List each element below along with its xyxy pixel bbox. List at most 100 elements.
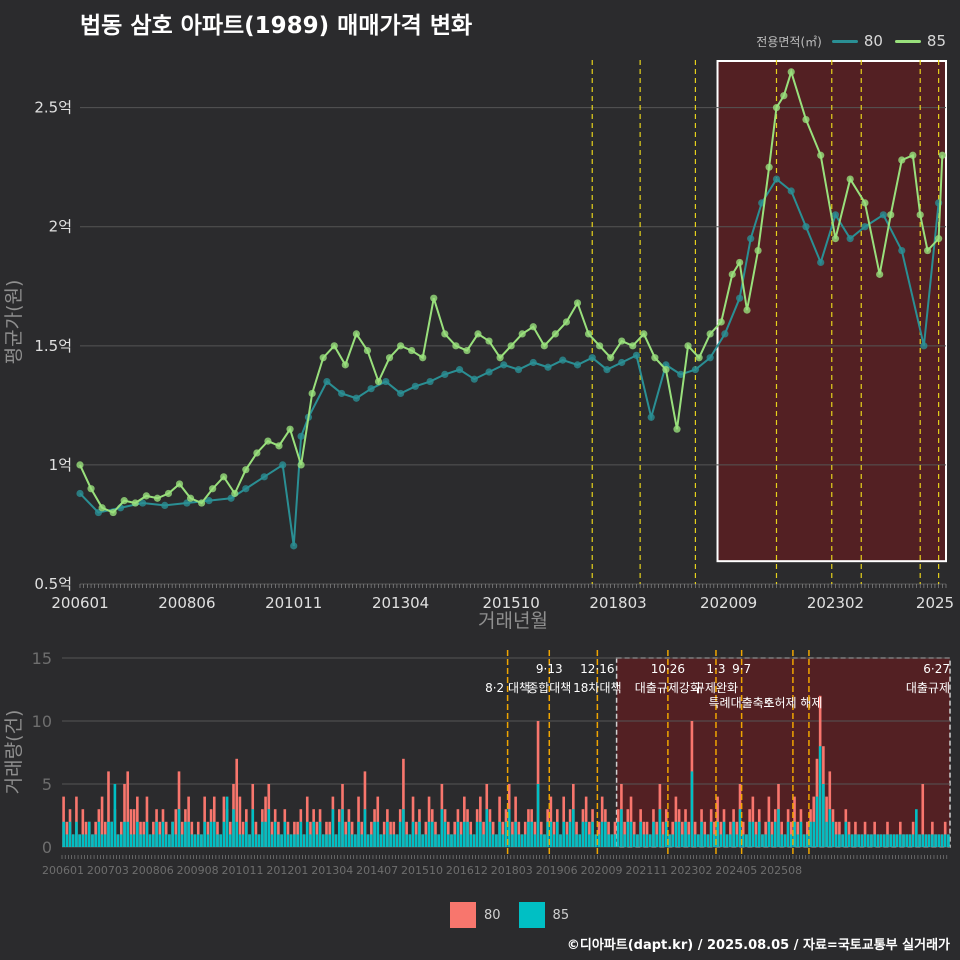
bar-85 — [735, 834, 739, 847]
bar-85 — [321, 834, 325, 847]
data-point-85 — [831, 235, 840, 243]
bar-80 — [132, 809, 136, 847]
data-point-80 — [898, 246, 906, 255]
bar-85 — [818, 746, 822, 847]
data-point-85 — [736, 258, 744, 267]
data-point-80 — [397, 389, 405, 398]
bar-85 — [408, 834, 412, 847]
data-point-85 — [419, 354, 427, 362]
data-point-80 — [846, 235, 854, 243]
bar-85 — [889, 834, 892, 847]
bar-85 — [828, 809, 832, 847]
bar-85 — [648, 834, 652, 847]
bar-85 — [697, 834, 700, 847]
data-point-85 — [802, 115, 810, 124]
legend-item-80: 80 — [863, 32, 883, 50]
bar-x-tick-label: 201407 — [356, 864, 398, 877]
bar-80 — [402, 758, 405, 847]
data-point-85 — [662, 366, 670, 374]
bar-85 — [164, 834, 168, 847]
data-point-80 — [297, 432, 305, 440]
bar-x-tick-label: 201803 — [491, 864, 533, 877]
bar-85 — [334, 834, 338, 847]
bar-85 — [572, 809, 575, 847]
data-point-80 — [647, 413, 655, 421]
bar-85 — [337, 821, 341, 847]
x-tick-label: 201803 — [589, 594, 646, 612]
bar-85 — [652, 821, 655, 847]
bar-85 — [764, 834, 767, 847]
annotation-label: 대출규제 — [906, 681, 950, 695]
data-point-80 — [323, 377, 331, 386]
bar-85 — [761, 834, 764, 847]
data-point-85 — [220, 473, 228, 481]
data-point-85 — [286, 425, 294, 433]
data-point-80 — [747, 235, 755, 243]
bar-85 — [892, 834, 896, 847]
data-point-85 — [706, 330, 714, 338]
bar-85 — [790, 834, 793, 847]
data-point-80 — [242, 485, 250, 493]
data-point-85 — [142, 492, 150, 500]
data-point-80 — [559, 356, 567, 364]
bar-85 — [645, 834, 649, 847]
legend-swatch-80 — [831, 39, 858, 43]
x-tick-label: 200806 — [158, 594, 215, 612]
bar-85 — [152, 834, 155, 847]
bar-85 — [620, 809, 623, 847]
bar-85 — [277, 834, 280, 847]
page-title: 법동 삼호 아파트(1989) 매매가격 변화 — [80, 13, 473, 39]
bar-85 — [934, 834, 937, 847]
x-tick-label: 201304 — [372, 594, 429, 612]
bar-85 — [857, 834, 860, 847]
data-point-80 — [588, 354, 596, 362]
annotation-date: 1·3 — [706, 662, 725, 676]
bar-85 — [825, 821, 828, 847]
bar-85 — [834, 834, 838, 847]
bar-85 — [71, 834, 75, 847]
bar-85 — [725, 834, 729, 847]
bar-85 — [257, 834, 261, 847]
data-point-80 — [618, 358, 626, 367]
bar-85 — [120, 834, 123, 847]
data-point-85 — [341, 361, 349, 369]
bar-85 — [895, 834, 899, 847]
data-point-80 — [260, 473, 268, 481]
bar-85 — [222, 821, 226, 847]
bar-85 — [523, 834, 527, 847]
bar-85 — [838, 834, 841, 847]
bar-85 — [450, 834, 453, 847]
bar-85 — [392, 834, 396, 847]
legend-label: 전용면적(㎡) — [756, 34, 822, 49]
bar-85 — [309, 834, 312, 847]
bar-85 — [613, 834, 617, 847]
data-point-80 — [573, 361, 582, 369]
bar-85 — [719, 834, 723, 847]
bar-85 — [831, 821, 835, 847]
bar-85 — [126, 821, 130, 847]
x-tick-label: 202302 — [807, 594, 864, 612]
bar-85 — [299, 821, 303, 847]
bar-y-tick-label: 10 — [32, 712, 52, 731]
bar-85 — [520, 834, 524, 847]
data-point-85 — [518, 330, 526, 338]
data-point-85 — [319, 354, 327, 362]
bar-85 — [87, 821, 91, 847]
data-point-80 — [879, 211, 887, 219]
bar-85 — [943, 834, 947, 847]
bar-85 — [190, 834, 194, 847]
data-point-85 — [607, 354, 615, 362]
bar-85 — [229, 834, 232, 847]
data-point-80 — [139, 499, 147, 507]
bar-legend-swatch-80 — [450, 902, 476, 928]
data-point-80 — [441, 370, 449, 378]
data-point-85 — [743, 306, 751, 314]
bar-85 — [511, 834, 514, 847]
data-point-85 — [153, 494, 161, 502]
bar-85 — [729, 834, 732, 847]
data-point-85 — [618, 337, 626, 345]
bar-85 — [65, 834, 69, 847]
bar-85 — [886, 834, 889, 847]
bar-85 — [616, 821, 620, 847]
bar-85 — [517, 834, 521, 847]
